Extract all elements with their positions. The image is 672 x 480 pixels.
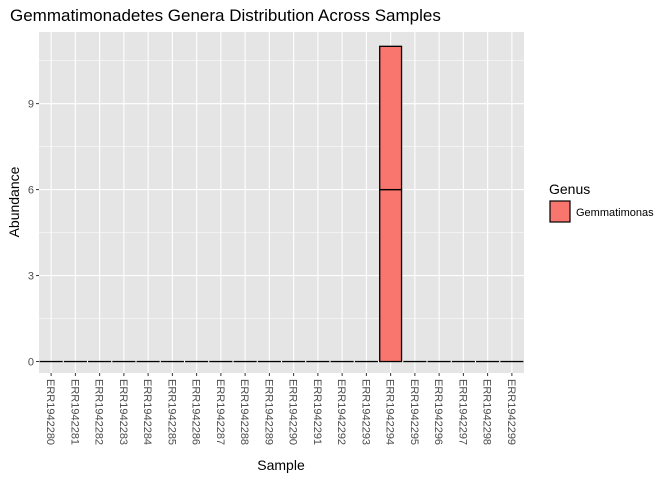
axis-layer: 0 3 6 9 ERR1942280 ERR1942281 ERR1942282 ERR194… [28,99,517,445]
chart-title: Gemmatimonadetes Genera Distribution Acr… [10,6,441,25]
y-tick-label: 0 [28,357,34,369]
x-tick-label: ERR1942292 [335,379,347,445]
x-tick-label: ERR1942289 [262,379,274,445]
x-tick-label: ERR1942291 [311,379,323,445]
x-tick-label: ERR1942284 [141,379,153,445]
y-axis-title: Abundance [6,166,22,237]
x-tick-label: ERR1942288 [238,379,250,445]
x-tick-label: ERR1942280 [44,379,56,445]
x-tick-label: ERR1942290 [287,379,299,445]
x-tick-label: ERR1942294 [384,379,396,445]
x-tick-label: ERR1942295 [408,379,420,445]
x-tick-label: ERR1942282 [93,379,105,445]
x-tick-label: ERR1942283 [117,379,129,445]
bar-segment [379,45,403,191]
bar-segment [379,188,403,363]
legend-key-gemmatimonas [549,200,571,223]
y-tick-label: 6 [28,185,34,197]
x-tick-label: ERR1942299 [505,379,517,445]
legend-label-gemmatimonas: Gemmatimonas [576,207,654,219]
x-tick-label: ERR1942297 [456,379,468,445]
y-tick-label: 9 [28,99,34,111]
x-tick-label: ERR1942281 [68,379,80,445]
x-tick-label: ERR1942296 [432,379,444,445]
legend-title: Genus [549,181,590,197]
x-tick-label: ERR1942298 [481,379,493,445]
x-tick-label: ERR1942293 [359,379,371,445]
bar-layer [39,45,524,363]
plot-panel [39,32,524,373]
x-tick-label: ERR1942286 [190,379,202,445]
legend: Genus Gemmatimonas [549,181,654,223]
x-tick-label: ERR1942287 [214,379,226,445]
x-axis-title: Sample [257,457,305,473]
y-tick-label: 3 [28,271,34,283]
x-tick-label: ERR1942285 [165,379,177,445]
